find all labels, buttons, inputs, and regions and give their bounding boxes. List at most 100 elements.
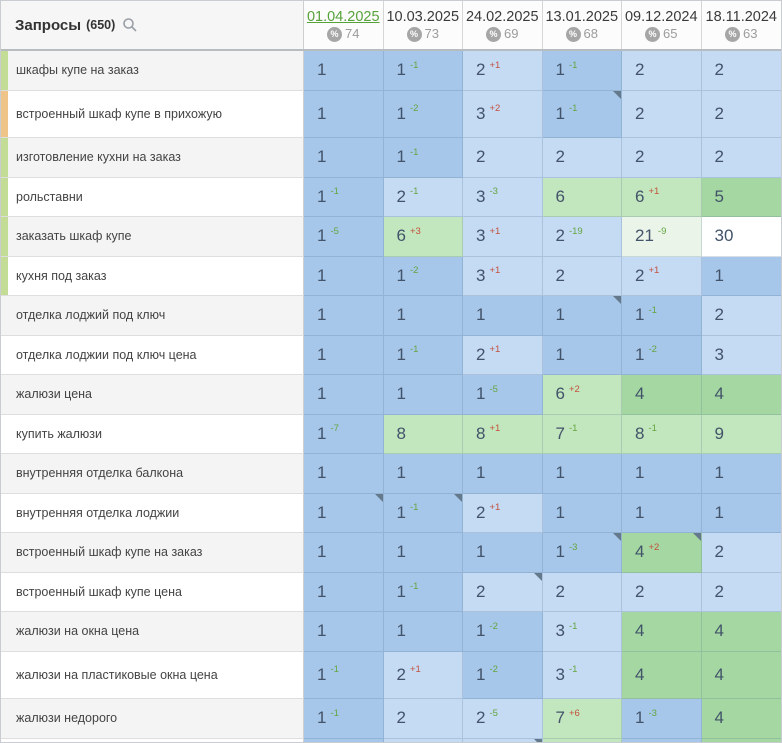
position-cell[interactable]: 1	[463, 454, 543, 494]
position-cell[interactable]: 2 +1	[463, 51, 543, 91]
position-cell[interactable]: 30	[701, 217, 781, 257]
position-cell[interactable]: 6 +3	[383, 217, 463, 257]
keyword-cell[interactable]: жалюзи недорого	[1, 699, 304, 739]
keyword-cell[interactable]: внутренняя отделка балкона	[1, 454, 304, 494]
date-column-header[interactable]: 18.11.2024% 63	[701, 1, 781, 49]
position-cell[interactable]: 1 -3	[622, 699, 702, 739]
position-cell[interactable]: 2	[701, 90, 781, 138]
position-cell[interactable]: 1	[304, 138, 384, 178]
position-cell[interactable]: 2	[383, 699, 463, 739]
position-cell[interactable]: 3 +1	[463, 217, 543, 257]
position-cell[interactable]: 3	[701, 335, 781, 375]
snapshot-date[interactable]: 24.02.2025	[465, 9, 539, 26]
position-cell[interactable]: 2 -1	[383, 177, 463, 217]
position-cell[interactable]: 1	[701, 493, 781, 533]
position-cell[interactable]: 2 +1	[463, 493, 543, 533]
position-cell[interactable]: 2	[542, 572, 622, 612]
position-cell[interactable]: 1 -2	[383, 256, 463, 296]
position-cell[interactable]: 3 +2	[463, 90, 543, 138]
position-cell[interactable]: 1	[304, 90, 384, 138]
position-cell[interactable]: 1	[304, 256, 384, 296]
position-cell[interactable]: 2	[463, 572, 543, 612]
position-cell[interactable]: 1	[304, 51, 384, 91]
position-cell[interactable]: 4	[622, 612, 702, 652]
position-cell[interactable]: 1 -5	[463, 375, 543, 415]
position-cell[interactable]: 1 -2	[383, 90, 463, 138]
position-cell[interactable]: 1 -7	[304, 414, 384, 454]
position-cell[interactable]: 2	[622, 572, 702, 612]
date-column-header[interactable]: 01.04.2025% 74	[304, 1, 384, 49]
position-cell[interactable]: 1	[383, 296, 463, 336]
snapshot-date[interactable]: 10.03.2025	[386, 9, 460, 26]
position-cell[interactable]	[463, 738, 543, 742]
position-cell[interactable]: 4	[701, 651, 781, 699]
position-cell[interactable]: 6	[542, 177, 622, 217]
position-cell[interactable]: 1 -1	[383, 335, 463, 375]
position-cell[interactable]: 8 +1	[463, 414, 543, 454]
position-cell[interactable]: 9	[701, 414, 781, 454]
position-cell[interactable]: 1	[304, 612, 384, 652]
position-cell[interactable]: 8	[383, 414, 463, 454]
keyword-cell[interactable]: встроенный шкаф купе цена	[1, 572, 304, 612]
position-cell[interactable]: 4	[701, 612, 781, 652]
position-cell[interactable]: 1	[542, 493, 622, 533]
date-column-header[interactable]: 13.01.2025% 68	[542, 1, 622, 49]
position-cell[interactable]	[542, 738, 622, 742]
position-cell[interactable]: 1 -1	[304, 177, 384, 217]
position-cell[interactable]: 5	[701, 177, 781, 217]
keyword-cell[interactable]: внутренняя отделка лоджии	[1, 493, 304, 533]
position-cell[interactable]: 1 -1	[383, 51, 463, 91]
position-cell[interactable]: 1	[542, 454, 622, 494]
position-cell[interactable]: 1 -5	[304, 217, 384, 257]
snapshot-date[interactable]: 18.11.2024	[705, 9, 778, 26]
position-cell[interactable]: 4	[622, 651, 702, 699]
keyword-cell[interactable]: рольставни	[1, 177, 304, 217]
position-cell[interactable]: 1	[622, 493, 702, 533]
position-cell[interactable]: 1 -2	[463, 651, 543, 699]
position-cell[interactable]: 6 +2	[542, 375, 622, 415]
position-cell[interactable]: 2 +1	[622, 256, 702, 296]
date-column-header[interactable]: 24.02.2025% 69	[463, 1, 543, 49]
position-cell[interactable]: 1	[542, 335, 622, 375]
position-cell[interactable]: 3 -3	[463, 177, 543, 217]
keyword-cell[interactable]: жалюзи цена	[1, 375, 304, 415]
position-cell[interactable]: 2	[701, 533, 781, 573]
snapshot-date[interactable]: 09.12.2024	[624, 9, 698, 26]
position-cell[interactable]: 1	[383, 375, 463, 415]
position-cell[interactable]: 2	[701, 572, 781, 612]
position-cell[interactable]: 1	[383, 612, 463, 652]
position-cell[interactable]: 4 +2	[622, 533, 702, 573]
position-cell[interactable]: 3 +1	[463, 256, 543, 296]
position-cell[interactable]: 4	[701, 699, 781, 739]
position-cell[interactable]: 1 -1	[383, 572, 463, 612]
position-cell[interactable]: 1 -1	[383, 138, 463, 178]
position-cell[interactable]: 7 +6	[542, 699, 622, 739]
position-cell[interactable]: 1 -2	[463, 612, 543, 652]
keyword-cell[interactable]: шкафы купе на заказ	[1, 51, 304, 91]
position-cell[interactable]: 2 +1	[383, 651, 463, 699]
keyword-cell[interactable]: кухня под заказ	[1, 256, 304, 296]
position-cell[interactable]: 1	[304, 296, 384, 336]
keyword-cell[interactable]: встроенный шкаф купе в прихожую	[1, 90, 304, 138]
keyword-cell[interactable]: жалюзи на окна цена	[1, 612, 304, 652]
position-cell[interactable]: 1	[304, 454, 384, 494]
position-cell[interactable]	[304, 738, 384, 742]
position-cell[interactable]: 2	[463, 138, 543, 178]
position-cell[interactable]: 1	[463, 296, 543, 336]
position-cell[interactable]: 2 +1	[463, 335, 543, 375]
keyword-cell[interactable]: встроенный шкаф купе на заказ	[1, 533, 304, 573]
position-cell[interactable]: 1 -1	[383, 493, 463, 533]
position-cell[interactable]: 2	[701, 296, 781, 336]
position-cell[interactable]: 4	[701, 375, 781, 415]
position-cell[interactable]: 2	[701, 138, 781, 178]
keyword-cell[interactable]: жалюзи на пластиковые окна цена	[1, 651, 304, 699]
position-cell[interactable]: 1	[304, 533, 384, 573]
position-cell[interactable]: 1	[304, 493, 384, 533]
position-cell[interactable]: 21 -9	[622, 217, 702, 257]
position-cell[interactable]: 1 -1	[304, 699, 384, 739]
position-cell[interactable]	[383, 738, 463, 742]
position-cell[interactable]: 2	[542, 256, 622, 296]
position-cell[interactable]	[622, 738, 702, 742]
position-cell[interactable]: 1	[701, 256, 781, 296]
position-cell[interactable]: 7 -1	[542, 414, 622, 454]
